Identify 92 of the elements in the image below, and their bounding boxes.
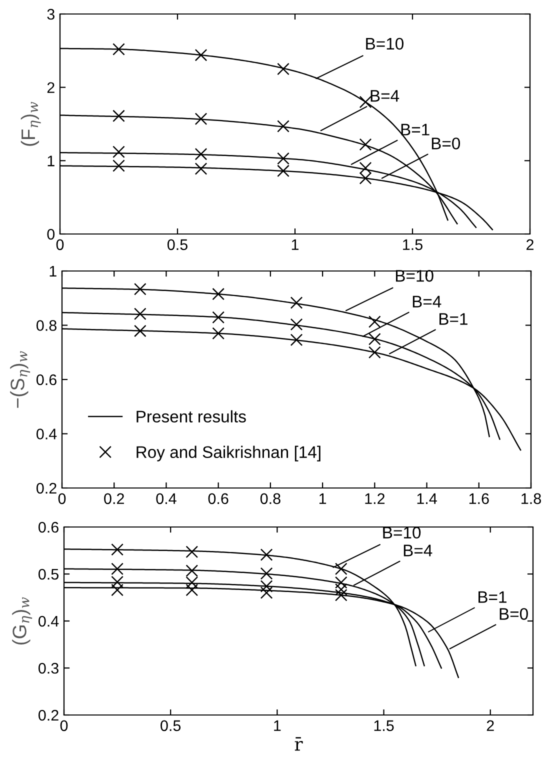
- point: [334, 576, 348, 589]
- annotation: B=4: [404, 544, 432, 556]
- point: [111, 543, 124, 556]
- x-tick-label: 1.5: [374, 720, 394, 732]
- point: [277, 152, 290, 165]
- y-axis-title: (G$_{η}$)$_{w}$: [12, 597, 32, 644]
- x-tick-label: 1: [319, 493, 326, 504]
- x-tick-label: 2: [526, 239, 534, 250]
- point: [111, 562, 124, 576]
- x-tick-label: 1.8: [522, 493, 541, 504]
- point: [194, 148, 208, 160]
- point: [194, 162, 208, 175]
- x-tick-label: 1.4: [417, 493, 437, 504]
- point: [334, 562, 348, 576]
- annotation: B=10: [366, 38, 404, 50]
- x-tick-label: 0.8: [260, 493, 280, 504]
- point: [368, 316, 381, 328]
- point: [194, 48, 208, 62]
- point: [186, 564, 198, 577]
- point: [359, 138, 372, 151]
- point: [186, 576, 198, 589]
- annotation: B=0: [500, 608, 528, 620]
- legend-label: Roy and Saikrishnan [14]: [136, 446, 320, 462]
- point: [359, 162, 372, 174]
- x-tick-label: 0: [60, 720, 68, 732]
- x-tick-label: 0.2: [104, 493, 124, 504]
- x-tick-label: 1: [292, 239, 299, 250]
- point: [334, 588, 348, 602]
- point: [112, 160, 125, 172]
- point: [111, 576, 124, 588]
- point: [290, 296, 303, 309]
- point: [334, 583, 348, 596]
- y-tick-label: 0.4: [36, 428, 57, 440]
- point: [277, 164, 290, 178]
- y-tick-label: 1: [50, 266, 56, 277]
- x-tick-label: 0.5: [167, 239, 188, 250]
- point: [186, 546, 198, 558]
- y-tick-label: 0.6: [38, 522, 58, 533]
- annotation: B=1: [439, 313, 468, 325]
- point: [260, 586, 273, 599]
- y-tick-label: 0.4: [38, 616, 59, 627]
- point: [112, 110, 125, 122]
- legend-label: Present results: [136, 410, 246, 423]
- annotation: B=4: [412, 296, 442, 308]
- point: [212, 311, 225, 324]
- point: [134, 324, 146, 338]
- point: [368, 332, 381, 346]
- point: [212, 288, 225, 300]
- point: [368, 346, 381, 359]
- x-tick-label: 1: [274, 720, 281, 731]
- annotation: B=1: [401, 124, 430, 136]
- annotation: B=0: [432, 138, 460, 150]
- y-tick-label: 1: [48, 156, 54, 166]
- point: [277, 120, 290, 132]
- point: [112, 43, 125, 56]
- y-tick-label: 0.3: [38, 662, 58, 674]
- x-tick-label: 0: [58, 493, 66, 504]
- annotation: B=1: [478, 591, 506, 603]
- y-tick-label: 0.8: [36, 320, 56, 331]
- x-tick-label: 1.5: [403, 239, 422, 250]
- point: [186, 584, 198, 596]
- y-tick-label: 0.5: [38, 568, 58, 580]
- y-tick-label: 0.2: [36, 482, 56, 494]
- y-axis-title: −(S$_{η}$)$_{w}$: [10, 351, 30, 408]
- y-tick-label: 0.2: [38, 710, 58, 721]
- point: [359, 96, 372, 108]
- point: [260, 580, 273, 592]
- y-tick-label: 0.6: [36, 374, 56, 386]
- point: [260, 548, 273, 561]
- x-tick-label: 0.6: [208, 493, 228, 504]
- point: [277, 62, 290, 76]
- x-axis-title: r̄: [294, 737, 303, 751]
- annotation: B=4: [370, 90, 400, 102]
- point: [212, 327, 225, 340]
- point: [134, 308, 146, 320]
- point: [359, 172, 372, 184]
- x-tick-label: 1.2: [365, 493, 385, 504]
- point: [111, 584, 124, 596]
- point: [134, 282, 146, 296]
- x-tick-label: 1.6: [469, 493, 489, 504]
- point: [260, 567, 273, 580]
- point: [112, 146, 125, 158]
- point: [194, 112, 208, 126]
- y-axis-title: (F$_{η}$)$_{w}$: [20, 102, 41, 146]
- x-tick-label: 0.4: [156, 493, 176, 504]
- x-tick-label: 0.5: [160, 720, 181, 732]
- y-tick-label: 3: [47, 8, 54, 20]
- x-tick-label: 2: [486, 720, 494, 731]
- point: [290, 318, 303, 331]
- y-tick-label: 2: [47, 82, 54, 93]
- point: [290, 334, 303, 346]
- y-tick-label: 0: [47, 228, 55, 240]
